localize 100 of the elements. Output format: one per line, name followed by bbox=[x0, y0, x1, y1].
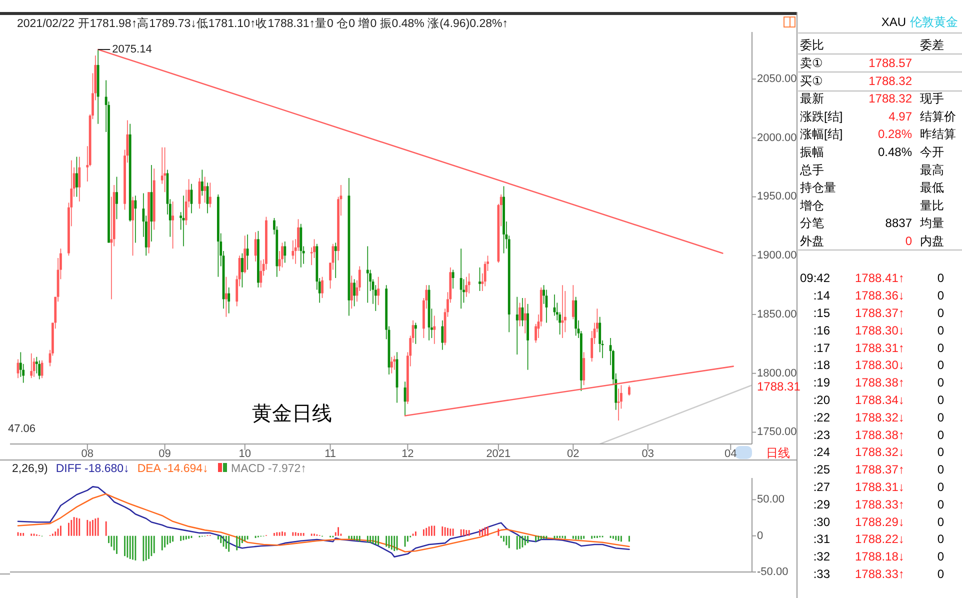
text: 0.48% bbox=[878, 144, 912, 159]
text: 1788.31↓ bbox=[855, 480, 904, 494]
text: DEA -14.694↓ bbox=[137, 463, 208, 475]
text: :20 bbox=[813, 392, 830, 407]
candlestick bbox=[334, 242, 337, 278]
text: 1788.32↓ bbox=[855, 410, 904, 424]
candlestick bbox=[254, 232, 257, 262]
candlestick bbox=[321, 276, 324, 298]
text: 0 bbox=[937, 358, 944, 372]
candlestick bbox=[366, 246, 369, 304]
candlestick bbox=[228, 287, 230, 314]
text: 最新 bbox=[800, 92, 824, 106]
text: 买① bbox=[800, 74, 823, 88]
text: 8837 bbox=[885, 216, 912, 230]
candlestick bbox=[281, 242, 284, 268]
candlestick bbox=[478, 267, 481, 292]
y-tick-label: 1850.00 bbox=[757, 308, 797, 320]
y-tick-label: 1800.00 bbox=[757, 367, 797, 380]
text: 涨跌[结] bbox=[800, 109, 843, 124]
candlestick bbox=[208, 182, 212, 208]
text: XAU 伦敦黄金 bbox=[881, 15, 958, 29]
y-tick-label: 1950.00 bbox=[757, 190, 797, 203]
text: 1788.32↓ bbox=[855, 445, 904, 460]
text: 0 bbox=[937, 428, 944, 442]
x-tick-label: 04 bbox=[724, 448, 737, 460]
candlestick bbox=[132, 196, 134, 256]
candlestick bbox=[204, 176, 206, 204]
series-label: DIFF -18.680↓ bbox=[56, 463, 130, 475]
text: 量比 bbox=[920, 198, 944, 212]
text: :17 bbox=[813, 340, 830, 355]
candlestick bbox=[468, 272, 470, 294]
candlestick bbox=[452, 269, 454, 290]
text: 1788.33↑ bbox=[855, 566, 904, 581]
text: 0 bbox=[937, 288, 944, 303]
text: :18 bbox=[813, 358, 830, 372]
text: 内盘 bbox=[920, 234, 944, 248]
text: :27 bbox=[813, 480, 830, 494]
text: 卖① bbox=[800, 56, 823, 70]
candlestick bbox=[284, 241, 286, 264]
text: 外盘 bbox=[800, 234, 824, 248]
line-series bbox=[17, 493, 630, 552]
text: 1788.18↓ bbox=[855, 550, 904, 564]
candlestick bbox=[617, 388, 620, 421]
text: 1788.38↑ bbox=[855, 376, 904, 390]
candlestick bbox=[414, 322, 417, 344]
text: 1788.30↓ bbox=[855, 323, 904, 338]
y-tick-label: 50.00 bbox=[757, 494, 785, 506]
y-tick-label: -50.00 bbox=[757, 566, 788, 578]
line-series bbox=[17, 486, 630, 558]
text: 1788.37↑ bbox=[855, 306, 904, 320]
text: 0 bbox=[937, 445, 944, 460]
chart-title: 2,26,9) bbox=[12, 463, 48, 475]
text: 4.97 bbox=[888, 109, 912, 124]
text: 0 bbox=[937, 514, 944, 529]
text: 1788.57 bbox=[868, 56, 912, 70]
candlestick bbox=[260, 260, 262, 288]
text: 0 bbox=[937, 376, 944, 390]
text: 1788.29↓ bbox=[855, 514, 904, 529]
text: 0 bbox=[937, 306, 944, 320]
text: :24 bbox=[813, 445, 830, 460]
text: 委差 bbox=[920, 38, 944, 52]
x-tick-label: 03 bbox=[642, 448, 654, 460]
chart-title: 2021/02/22 开1781.98↑高1789.73↓低1781.10↑收1788.31↑量0 仓0 增0 振0.48% 涨(4.96)0.28%↑ bbox=[17, 16, 508, 30]
candlestick bbox=[582, 352, 586, 386]
candlestick bbox=[134, 195, 137, 244]
x-tick-label: 09 bbox=[158, 448, 171, 460]
candlestick bbox=[30, 352, 33, 378]
text: 0 bbox=[905, 234, 912, 248]
text: 最高 bbox=[920, 162, 944, 177]
x-tick-label: 02 bbox=[567, 448, 580, 460]
candlestick bbox=[572, 284, 574, 320]
candlestick bbox=[518, 302, 521, 327]
text: 1788.38↑ bbox=[855, 428, 904, 442]
text: 涨幅[结] bbox=[800, 127, 843, 142]
candlestick bbox=[460, 248, 462, 310]
text: 今开 bbox=[920, 144, 944, 159]
candlestick bbox=[172, 201, 174, 249]
text: 结算价 bbox=[920, 109, 956, 124]
text: 1788.36↓ bbox=[855, 288, 904, 303]
text: 0 bbox=[937, 462, 944, 477]
text: :30 bbox=[813, 514, 830, 529]
candlestick bbox=[116, 176, 118, 220]
text: 1788.31↑ bbox=[855, 340, 904, 355]
annotation: 47.06 bbox=[8, 423, 36, 435]
text: 最低 bbox=[920, 180, 944, 195]
candlestick bbox=[516, 296, 518, 355]
text: 1788.22↓ bbox=[855, 532, 904, 546]
text: 1788.33↑ bbox=[855, 497, 904, 512]
candlestick bbox=[465, 276, 468, 298]
candlestick bbox=[353, 278, 356, 307]
candlestick bbox=[78, 156, 81, 202]
text: 0 bbox=[937, 323, 944, 338]
text: :29 bbox=[813, 497, 830, 512]
candlestick bbox=[524, 298, 526, 334]
candlestick bbox=[377, 276, 380, 306]
text: 0 bbox=[937, 566, 944, 581]
candlestick bbox=[628, 385, 630, 396]
text: 0 bbox=[937, 410, 944, 424]
candlestick bbox=[200, 169, 204, 196]
candlestick bbox=[300, 223, 302, 268]
